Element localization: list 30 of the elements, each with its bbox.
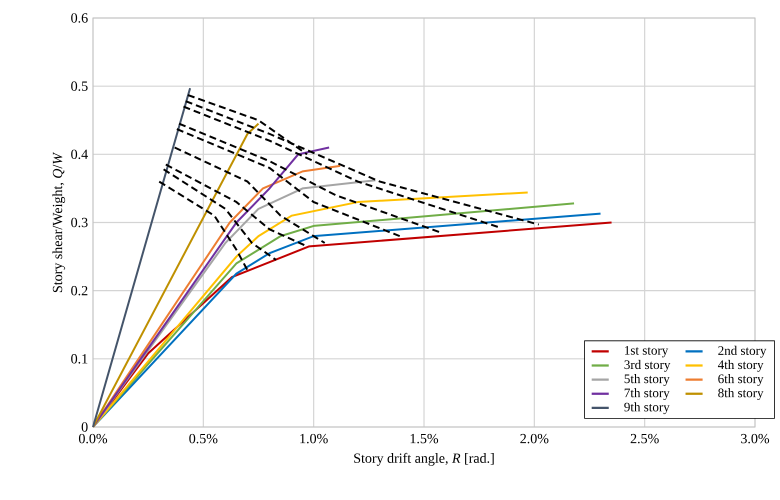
line-series [178,122,440,234]
y-tick-label: 0.4 [71,150,88,160]
y-tick-label: 0.6 [71,13,88,23]
x-tick-label: 3.0% [741,434,770,444]
line-series [162,168,278,261]
legend-label: 6th story [718,374,764,386]
y-tick-label: 0.1 [71,354,88,364]
legend-label: 3rd story [624,360,670,372]
legend-label: 9th story [624,402,670,414]
x-tick-label: 0.5% [189,434,218,444]
line-series [158,180,248,272]
y-tick-label: 0.5 [71,81,88,91]
line-series [176,128,401,238]
y-tick-label: 0.3 [71,218,88,228]
x-tick-label: 1.0% [300,434,328,444]
legend-label: 7th story [624,388,670,400]
legend-label: 5th story [624,374,670,386]
x-tick-label: 2.5% [630,434,659,444]
x-tick-label: 0.0% [78,434,108,444]
x-axis-title: Story drift angle, R [rad.] [354,452,494,466]
legend-label: 1st story [625,346,668,358]
legend-label: 4th story [718,360,764,372]
line-series [174,146,326,244]
x-tick-label: 1.5% [410,434,438,444]
y-tick-label: 0 [82,422,88,432]
y-axis-title: Story shear/Weight, Q/W [52,152,66,292]
y-tick-label: 0.2 [71,286,88,296]
legend-label: 2nd story [718,346,766,358]
x-tick-label: 2.0% [520,434,548,444]
legend-label: 8th story [718,388,764,400]
